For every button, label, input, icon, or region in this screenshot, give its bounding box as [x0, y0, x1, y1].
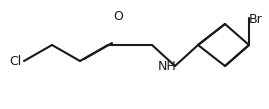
Text: Cl: Cl — [10, 54, 22, 67]
Text: NH: NH — [158, 60, 177, 72]
Text: Br: Br — [249, 13, 263, 26]
Text: O: O — [113, 10, 123, 23]
